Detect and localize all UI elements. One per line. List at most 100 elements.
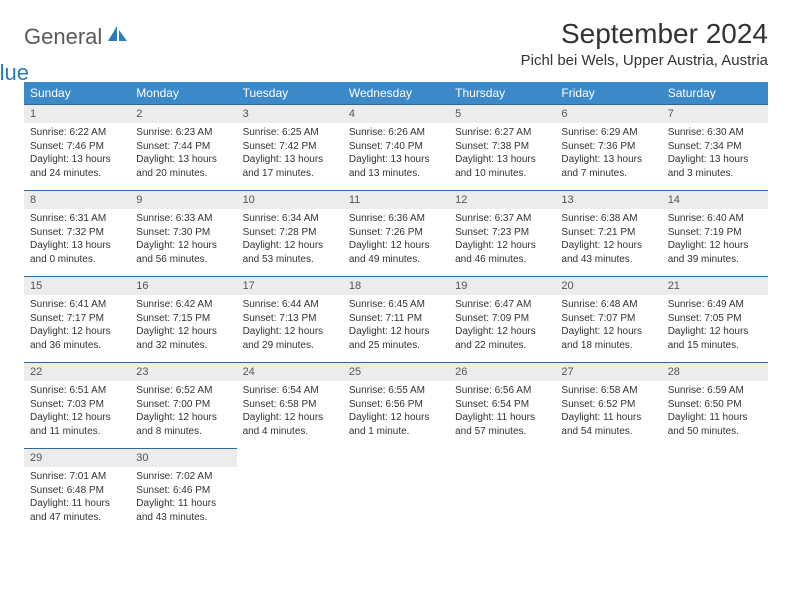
page-header: General Blue September 2024 Pichl bei We… — [24, 18, 768, 76]
day-details: Sunrise: 6:41 AMSunset: 7:17 PMDaylight:… — [24, 295, 130, 358]
calendar-day-cell: 12Sunrise: 6:37 AMSunset: 7:23 PMDayligh… — [449, 191, 555, 277]
day-number: 18 — [343, 277, 449, 295]
day-details: Sunrise: 6:33 AMSunset: 7:30 PMDaylight:… — [130, 209, 236, 272]
calendar-day-cell: 9Sunrise: 6:33 AMSunset: 7:30 PMDaylight… — [130, 191, 236, 277]
day-number: 15 — [24, 277, 130, 295]
day-details: Sunrise: 6:47 AMSunset: 7:09 PMDaylight:… — [449, 295, 555, 358]
calendar-day-cell: 10Sunrise: 6:34 AMSunset: 7:28 PMDayligh… — [237, 191, 343, 277]
calendar-day-cell: 2Sunrise: 6:23 AMSunset: 7:44 PMDaylight… — [130, 105, 236, 191]
calendar-day-cell: 13Sunrise: 6:38 AMSunset: 7:21 PMDayligh… — [555, 191, 661, 277]
calendar-day-cell: 20Sunrise: 6:48 AMSunset: 7:07 PMDayligh… — [555, 277, 661, 363]
day-number: 21 — [662, 277, 768, 295]
weekday-header: Wednesday — [343, 82, 449, 105]
calendar-week-row: 1Sunrise: 6:22 AMSunset: 7:46 PMDaylight… — [24, 105, 768, 191]
calendar-week-row: 15Sunrise: 6:41 AMSunset: 7:17 PMDayligh… — [24, 277, 768, 363]
logo-word2: Blue — [0, 60, 29, 85]
day-details: Sunrise: 6:38 AMSunset: 7:21 PMDaylight:… — [555, 209, 661, 272]
day-number: 7 — [662, 105, 768, 123]
day-number: 27 — [555, 363, 661, 381]
day-details: Sunrise: 6:44 AMSunset: 7:13 PMDaylight:… — [237, 295, 343, 358]
calendar-day-cell: 23Sunrise: 6:52 AMSunset: 7:00 PMDayligh… — [130, 363, 236, 449]
day-number: 30 — [130, 449, 236, 467]
day-details: Sunrise: 7:02 AMSunset: 6:46 PMDaylight:… — [130, 467, 236, 530]
calendar-day-cell: 19Sunrise: 6:47 AMSunset: 7:09 PMDayligh… — [449, 277, 555, 363]
logo: General Blue — [24, 24, 129, 76]
calendar-day-cell: 28Sunrise: 6:59 AMSunset: 6:50 PMDayligh… — [662, 363, 768, 449]
day-number: 10 — [237, 191, 343, 209]
calendar-day-cell: 1Sunrise: 6:22 AMSunset: 7:46 PMDaylight… — [24, 105, 130, 191]
day-number: 6 — [555, 105, 661, 123]
calendar-day-cell — [343, 449, 449, 535]
day-number: 16 — [130, 277, 236, 295]
day-number: 8 — [24, 191, 130, 209]
day-number: 26 — [449, 363, 555, 381]
day-details: Sunrise: 6:51 AMSunset: 7:03 PMDaylight:… — [24, 381, 130, 444]
day-details: Sunrise: 6:52 AMSunset: 7:00 PMDaylight:… — [130, 381, 236, 444]
calendar-day-cell: 5Sunrise: 6:27 AMSunset: 7:38 PMDaylight… — [449, 105, 555, 191]
day-details: Sunrise: 6:42 AMSunset: 7:15 PMDaylight:… — [130, 295, 236, 358]
calendar-day-cell — [555, 449, 661, 535]
day-details: Sunrise: 6:56 AMSunset: 6:54 PMDaylight:… — [449, 381, 555, 444]
day-number: 22 — [24, 363, 130, 381]
day-details: Sunrise: 6:37 AMSunset: 7:23 PMDaylight:… — [449, 209, 555, 272]
calendar-day-cell: 26Sunrise: 6:56 AMSunset: 6:54 PMDayligh… — [449, 363, 555, 449]
calendar-day-cell: 3Sunrise: 6:25 AMSunset: 7:42 PMDaylight… — [237, 105, 343, 191]
calendar-day-cell — [662, 449, 768, 535]
calendar-day-cell — [237, 449, 343, 535]
day-details: Sunrise: 6:27 AMSunset: 7:38 PMDaylight:… — [449, 123, 555, 186]
day-number: 5 — [449, 105, 555, 123]
calendar-day-cell: 11Sunrise: 6:36 AMSunset: 7:26 PMDayligh… — [343, 191, 449, 277]
day-number: 19 — [449, 277, 555, 295]
day-details: Sunrise: 7:01 AMSunset: 6:48 PMDaylight:… — [24, 467, 130, 530]
calendar-day-cell: 25Sunrise: 6:55 AMSunset: 6:56 PMDayligh… — [343, 363, 449, 449]
day-details: Sunrise: 6:30 AMSunset: 7:34 PMDaylight:… — [662, 123, 768, 186]
day-details: Sunrise: 6:40 AMSunset: 7:19 PMDaylight:… — [662, 209, 768, 272]
day-number: 13 — [555, 191, 661, 209]
day-number: 29 — [24, 449, 130, 467]
calendar-day-cell: 21Sunrise: 6:49 AMSunset: 7:05 PMDayligh… — [662, 277, 768, 363]
day-details: Sunrise: 6:48 AMSunset: 7:07 PMDaylight:… — [555, 295, 661, 358]
weekday-header: Tuesday — [237, 82, 343, 105]
day-details: Sunrise: 6:55 AMSunset: 6:56 PMDaylight:… — [343, 381, 449, 444]
calendar-week-row: 29Sunrise: 7:01 AMSunset: 6:48 PMDayligh… — [24, 449, 768, 535]
calendar-day-cell: 30Sunrise: 7:02 AMSunset: 6:46 PMDayligh… — [130, 449, 236, 535]
location-text: Pichl bei Wels, Upper Austria, Austria — [521, 52, 768, 69]
day-details: Sunrise: 6:36 AMSunset: 7:26 PMDaylight:… — [343, 209, 449, 272]
day-details: Sunrise: 6:34 AMSunset: 7:28 PMDaylight:… — [237, 209, 343, 272]
day-number: 4 — [343, 105, 449, 123]
calendar-day-cell: 24Sunrise: 6:54 AMSunset: 6:58 PMDayligh… — [237, 363, 343, 449]
day-number: 12 — [449, 191, 555, 209]
day-details: Sunrise: 6:25 AMSunset: 7:42 PMDaylight:… — [237, 123, 343, 186]
page-title: September 2024 — [521, 18, 768, 50]
day-number: 25 — [343, 363, 449, 381]
day-details: Sunrise: 6:45 AMSunset: 7:11 PMDaylight:… — [343, 295, 449, 358]
title-block: September 2024 Pichl bei Wels, Upper Aus… — [521, 18, 768, 69]
calendar-day-cell: 29Sunrise: 7:01 AMSunset: 6:48 PMDayligh… — [24, 449, 130, 535]
calendar-day-cell: 17Sunrise: 6:44 AMSunset: 7:13 PMDayligh… — [237, 277, 343, 363]
day-number: 1 — [24, 105, 130, 123]
calendar-day-cell: 15Sunrise: 6:41 AMSunset: 7:17 PMDayligh… — [24, 277, 130, 363]
weekday-header: Thursday — [449, 82, 555, 105]
calendar-table: SundayMondayTuesdayWednesdayThursdayFrid… — [24, 82, 768, 535]
logo-sail-icon — [107, 24, 129, 42]
day-details: Sunrise: 6:22 AMSunset: 7:46 PMDaylight:… — [24, 123, 130, 186]
day-number: 28 — [662, 363, 768, 381]
calendar-day-cell: 7Sunrise: 6:30 AMSunset: 7:34 PMDaylight… — [662, 105, 768, 191]
day-details: Sunrise: 6:49 AMSunset: 7:05 PMDaylight:… — [662, 295, 768, 358]
day-details: Sunrise: 6:58 AMSunset: 6:52 PMDaylight:… — [555, 381, 661, 444]
calendar-day-cell: 18Sunrise: 6:45 AMSunset: 7:11 PMDayligh… — [343, 277, 449, 363]
day-number: 2 — [130, 105, 236, 123]
calendar-day-cell: 16Sunrise: 6:42 AMSunset: 7:15 PMDayligh… — [130, 277, 236, 363]
day-number: 17 — [237, 277, 343, 295]
day-details: Sunrise: 6:31 AMSunset: 7:32 PMDaylight:… — [24, 209, 130, 272]
day-number: 23 — [130, 363, 236, 381]
calendar-day-cell: 22Sunrise: 6:51 AMSunset: 7:03 PMDayligh… — [24, 363, 130, 449]
calendar-day-cell: 27Sunrise: 6:58 AMSunset: 6:52 PMDayligh… — [555, 363, 661, 449]
weekday-header-row: SundayMondayTuesdayWednesdayThursdayFrid… — [24, 82, 768, 105]
calendar-day-cell — [449, 449, 555, 535]
calendar-week-row: 8Sunrise: 6:31 AMSunset: 7:32 PMDaylight… — [24, 191, 768, 277]
day-details: Sunrise: 6:26 AMSunset: 7:40 PMDaylight:… — [343, 123, 449, 186]
weekday-header: Friday — [555, 82, 661, 105]
weekday-header: Monday — [130, 82, 236, 105]
calendar-day-cell: 6Sunrise: 6:29 AMSunset: 7:36 PMDaylight… — [555, 105, 661, 191]
